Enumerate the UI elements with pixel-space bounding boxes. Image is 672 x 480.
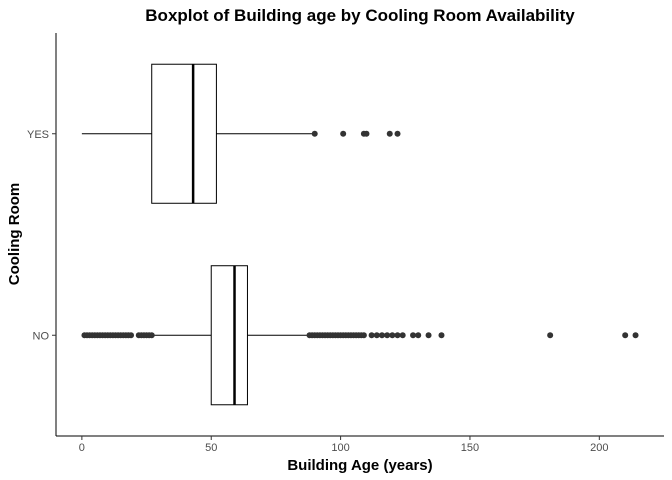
y-tick-label-yes: YES: [27, 129, 49, 141]
outlier-point-yes: [363, 130, 370, 137]
outlier-point-no: [128, 332, 135, 339]
outlier-point-no: [373, 332, 380, 339]
outlier-point-yes: [386, 130, 393, 137]
outlier-point-no: [425, 332, 432, 339]
outlier-point-no: [410, 332, 417, 339]
outlier-point-no: [148, 332, 155, 339]
y-axis-ticks: YES NO: [27, 129, 56, 342]
y-tick-label-no: NO: [33, 330, 50, 342]
x-tick-label: 100: [331, 442, 349, 454]
iqr-box-yes: [151, 63, 217, 204]
outlier-point-no: [622, 332, 629, 339]
outlier-point-no: [415, 332, 422, 339]
outlier-point-no: [384, 332, 391, 339]
outlier-point-no: [368, 332, 375, 339]
x-tick-label: 200: [590, 442, 608, 454]
x-tick-label: 150: [461, 442, 479, 454]
y-axis-title: Cooling Room: [6, 183, 23, 285]
x-axis-ticks: 0 50 100 150 200: [79, 436, 608, 454]
x-tick-label: 50: [205, 442, 217, 454]
x-tick-label: 0: [79, 442, 85, 454]
outlier-point-no: [438, 332, 445, 339]
chart-title: Boxplot of Building age by Cooling Room …: [145, 6, 575, 25]
outlier-point-no: [378, 332, 385, 339]
outlier-point-no: [389, 332, 396, 339]
outlier-point-yes: [394, 130, 401, 137]
outlier-point-yes: [340, 130, 347, 137]
plot-area: [81, 63, 639, 406]
outlier-point-no: [394, 332, 401, 339]
outlier-point-no: [360, 332, 367, 339]
iqr-box-no: [210, 265, 248, 406]
outlier-point-no: [547, 332, 554, 339]
x-axis-title: Building Age (years): [287, 457, 432, 474]
outlier-point-yes: [311, 130, 318, 137]
outlier-point-no: [632, 332, 639, 339]
box-group-yes: [81, 63, 401, 204]
outlier-point-no: [399, 332, 406, 339]
box-group-no: [81, 265, 639, 406]
